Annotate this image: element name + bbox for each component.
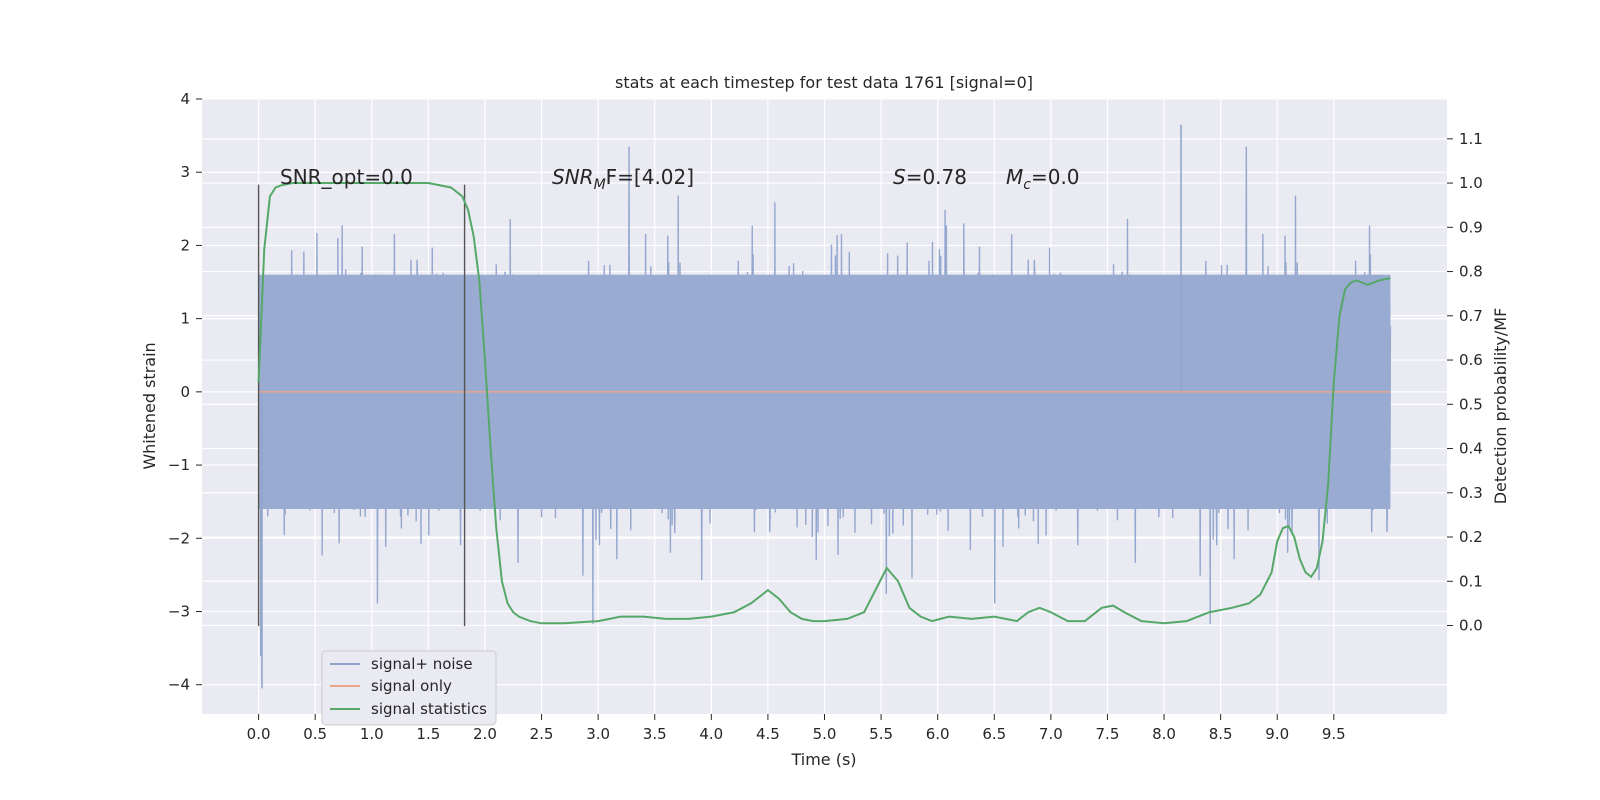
x-tick-label: 5.5	[869, 725, 893, 743]
legend: signal+ noise signal only signal statist…	[321, 650, 497, 726]
x-tick-label: 0.5	[303, 725, 327, 743]
statistics-line	[257, 182, 1391, 625]
y2-tick-label: 0.6	[1459, 351, 1483, 369]
y-tick-label: 2	[180, 236, 190, 254]
y2-tick-label: 0.1	[1459, 572, 1483, 590]
legend-box	[321, 650, 497, 726]
y2-tick-label: 0.7	[1459, 307, 1483, 325]
x-tick-label: 4.0	[699, 725, 723, 743]
annotation-snr-mf-base: SNR	[552, 165, 594, 189]
x-tick-label: 1.5	[416, 725, 440, 743]
y-tick-label: −3	[168, 603, 190, 621]
x-tick-label: 6.0	[926, 725, 950, 743]
y2-axis-ticks: 1.1 1.0 0.9 0.8 0.7 0.6 0.5 0.4 0.3 0.2 0.1 0.0	[1447, 130, 1483, 635]
x-tick-label: 1.0	[360, 725, 384, 743]
y2-tick-label: 0.9	[1459, 218, 1483, 236]
annotation-snr-mf: SNRMF=[4.02]	[552, 165, 694, 193]
y-tick-label: 4	[180, 90, 190, 108]
x-tick-label: 9.0	[1265, 725, 1289, 743]
x-tick-label: 8.5	[1209, 725, 1233, 743]
annotation-snr-mf-rest: F=[4.02]	[606, 165, 694, 189]
y2-tick-label: 0.5	[1459, 395, 1483, 413]
y2-tick-label: 0.3	[1459, 484, 1483, 502]
y-tick-label: 3	[180, 163, 190, 181]
x-axis-label: Time (s)	[790, 750, 856, 769]
x-tick-label: 6.5	[982, 725, 1006, 743]
annotation-mc: Mc=0.0	[1006, 165, 1080, 193]
y-tick-label: −4	[168, 676, 190, 694]
y2-tick-label: 0.0	[1459, 617, 1483, 635]
y2-tick-label: 0.4	[1459, 440, 1483, 458]
x-tick-label: 4.5	[756, 725, 780, 743]
legend-label-noise: signal+ noise	[371, 655, 473, 673]
annotation-mc-sub: c	[1023, 177, 1031, 193]
x-tick-label: 2.0	[473, 725, 497, 743]
x-tick-label: 9.5	[1322, 725, 1346, 743]
x-tick-label: 7.5	[1096, 725, 1120, 743]
annotation-mc-base: M	[1006, 165, 1023, 189]
legend-label-statistics: signal statistics	[371, 700, 487, 718]
x-tick-label: 8.0	[1152, 725, 1176, 743]
x-axis-ticks: 0.0 0.5 1.0 1.5 2.0 2.5 3.0 3.5 4.0 4.5 5.0 5.5 6.0 6…	[247, 714, 1346, 743]
annotation-mc-rest: =0.0	[1031, 165, 1080, 189]
chart-title: stats at each timestep for test data 176…	[615, 73, 1033, 92]
y-tick-label: −2	[168, 529, 190, 547]
annotation-snr-mf-sub: M	[594, 177, 606, 193]
x-tick-label: 0.0	[247, 725, 271, 743]
y-axis-ticks: 4 3 2 1 0 −1 −2 −3 −4	[168, 90, 202, 694]
x-tick-label: 2.5	[530, 725, 554, 743]
y-tick-label: 1	[180, 310, 190, 328]
y2-tick-label: 1.1	[1459, 130, 1483, 148]
x-tick-label: 3.5	[643, 725, 667, 743]
y2-tick-label: 1.0	[1459, 174, 1483, 192]
legend-label-signal: signal only	[371, 677, 452, 695]
y-tick-label: −1	[168, 456, 190, 474]
x-tick-label: 7.0	[1039, 725, 1063, 743]
y2-axis-label: Detection probability/MF	[1491, 308, 1510, 505]
annotation-s: S=0.78	[893, 165, 967, 189]
annotation-s-base: S	[893, 165, 906, 189]
x-tick-label: 5.0	[813, 725, 837, 743]
x-tick-label: 3.0	[586, 725, 610, 743]
y-axis-label: Whitened strain	[140, 342, 159, 469]
annotation-s-rest: =0.78	[906, 165, 967, 189]
y2-tick-label: 0.2	[1459, 528, 1483, 546]
annotation-snr-opt: SNR_opt=0.0	[280, 165, 413, 189]
y2-tick-label: 0.8	[1459, 263, 1483, 281]
y-tick-label: 0	[180, 383, 190, 401]
series-marks	[257, 182, 1391, 627]
